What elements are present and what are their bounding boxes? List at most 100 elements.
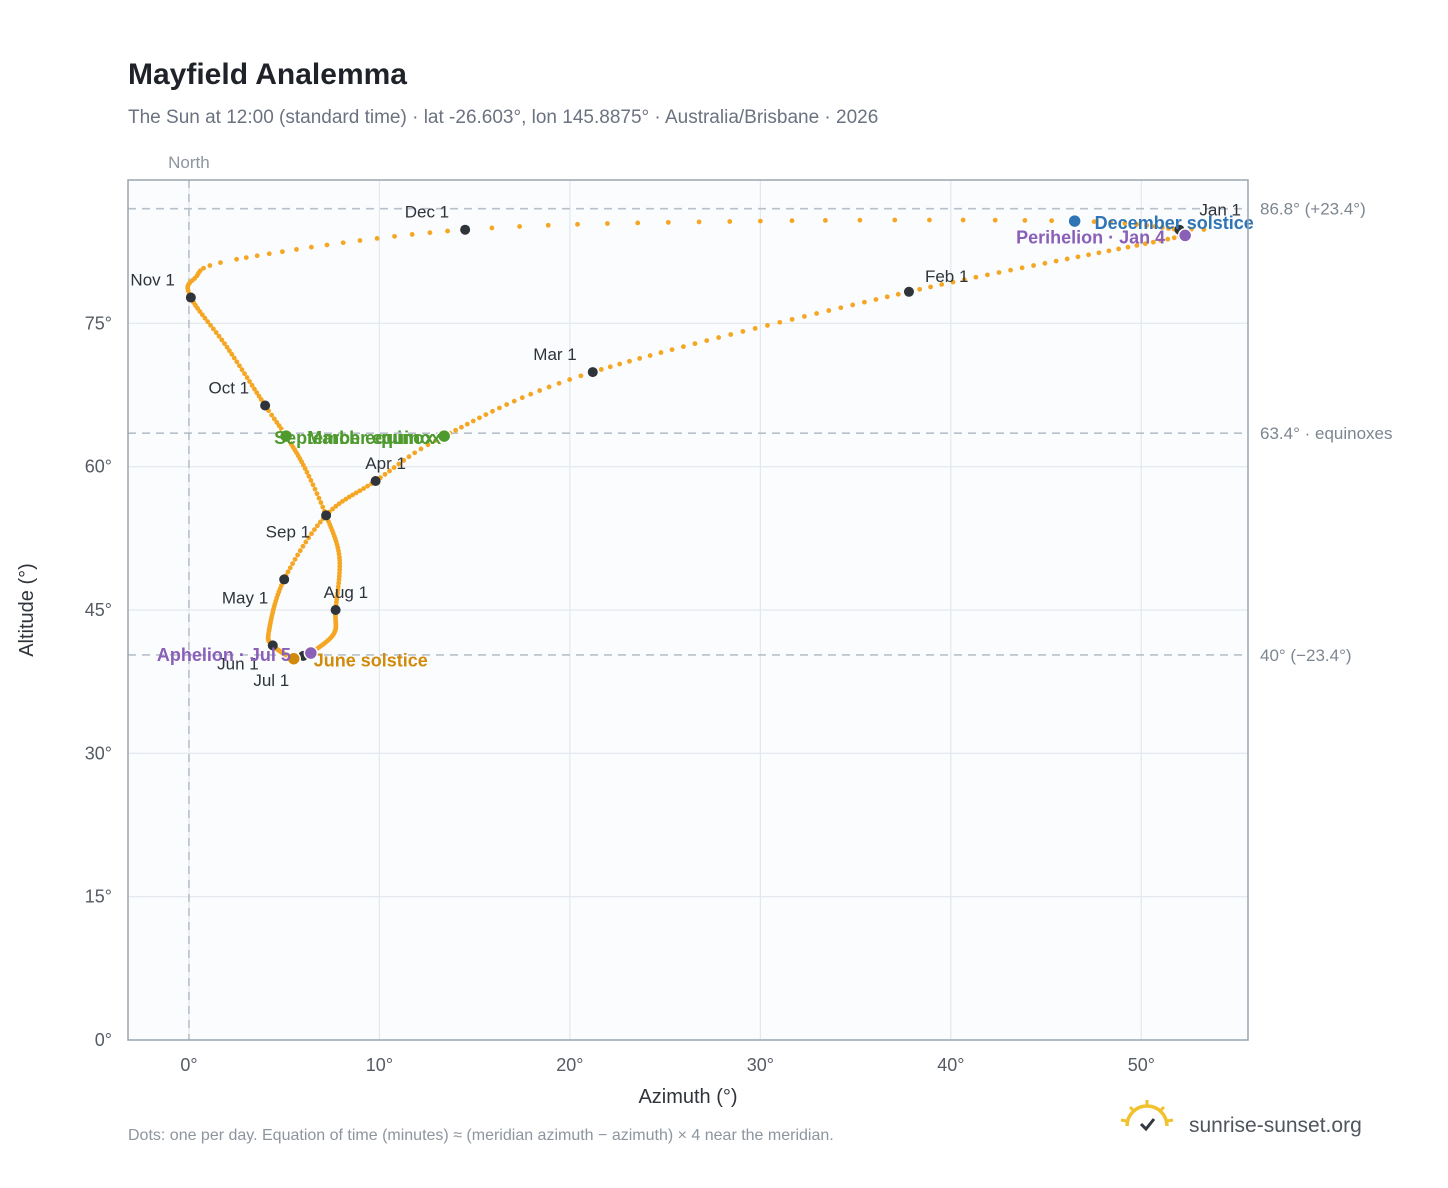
daily-sun-dot (208, 322, 213, 328)
event-label: December solstice (1095, 213, 1254, 233)
daily-sun-dot (850, 302, 856, 308)
daily-sun-dot (802, 314, 807, 319)
daily-sun-dot (290, 561, 296, 566)
brand-name: sunrise-sunset.org (1189, 1114, 1362, 1137)
daily-sun-dot (519, 395, 525, 401)
daily-sun-dot (306, 535, 312, 541)
month-marker-label: Nov 1 (130, 271, 174, 290)
daily-sun-dot (353, 490, 359, 496)
daily-sun-dot (556, 380, 562, 386)
daily-sun-dot (333, 503, 339, 509)
daily-sun-dot (280, 249, 285, 255)
reference-line-label: 86.8° (+23.4°) (1260, 200, 1366, 219)
daily-sun-dot (320, 504, 326, 510)
daily-sun-dot (224, 344, 230, 350)
daily-sun-dot (216, 333, 222, 339)
daily-sun-dot (401, 457, 407, 463)
page-subtitle: The Sun at 12:00 (standard time) · lat -… (128, 107, 878, 128)
reference-line-label: 40° (−23.4°) (1260, 646, 1352, 665)
month-marker-label: Jan 1 (1199, 201, 1241, 220)
y-tick-label: 30° (85, 743, 112, 763)
x-tick-label: 40° (937, 1055, 964, 1075)
daily-sun-dot (927, 217, 932, 223)
daily-sun-dot (202, 315, 208, 321)
daily-sun-dot (324, 242, 330, 248)
daily-sun-dot (757, 218, 763, 224)
daily-sun-dot (489, 225, 495, 231)
daily-sun-dot (511, 398, 517, 404)
daily-sun-dot (318, 500, 324, 505)
daily-sun-dot (961, 277, 967, 283)
daily-sun-dot (340, 498, 345, 504)
daily-sun-dot (382, 471, 388, 477)
daily-sun-dot (295, 552, 301, 558)
daily-sun-dot (213, 330, 219, 335)
daily-sun-dot (627, 358, 632, 364)
month-marker-label: Apr 1 (365, 454, 406, 473)
daily-sun-dot (960, 217, 966, 223)
meridian-label: North (168, 153, 210, 172)
daily-sun-dot (269, 412, 275, 418)
month-marker-label: Mar 1 (533, 345, 576, 364)
month-marker-label: Aug 1 (324, 583, 368, 602)
daily-sun-dot (309, 531, 314, 537)
daily-sun-dot (939, 282, 945, 287)
daily-sun-dot (704, 338, 710, 343)
reference-line-label: 63.4° · equinoxes (1260, 424, 1393, 443)
daily-sun-dot (239, 367, 245, 373)
daily-sun-dot (271, 416, 277, 422)
daily-sun-dot (1096, 250, 1102, 256)
daily-sun-dot (826, 308, 832, 313)
x-axis-ticks: 0° 10° 20° 30° 40° 50° (180, 1055, 1155, 1075)
daily-sun-dot (285, 569, 291, 575)
daily-sun-dot (412, 450, 418, 456)
x-tick-label: 20° (556, 1055, 583, 1075)
daily-sun-dot (243, 255, 249, 260)
daily-sun-dot (219, 337, 225, 343)
daily-sun-dot (1108, 219, 1114, 225)
month-marker (185, 292, 196, 303)
daily-sun-dot (528, 391, 534, 397)
daily-sun-dot (483, 412, 489, 418)
daily-sun-dot (1031, 263, 1036, 268)
event-marker (1067, 213, 1082, 229)
daily-sun-dot (777, 319, 783, 325)
daily-sun-dot (222, 341, 227, 346)
daily-sun-dot (928, 284, 933, 290)
daily-sun-dot (647, 353, 653, 358)
daily-sun-dot (310, 482, 316, 488)
daily-sun-dot (607, 364, 613, 370)
daily-sun-dot (234, 256, 239, 262)
daily-sun-dot (873, 297, 879, 302)
daily-sun-dot (252, 386, 257, 392)
daily-sun-dot (1122, 220, 1128, 226)
x-tick-label: 50° (1128, 1055, 1155, 1075)
daily-sun-dot (1106, 248, 1112, 254)
daily-sun-dot (242, 371, 247, 377)
daily-sun-dot (350, 492, 356, 498)
daily-sun-dot (312, 486, 318, 492)
daily-sun-dot (470, 418, 476, 424)
daily-sun-dot (740, 329, 746, 334)
daily-sun-dot (605, 221, 610, 226)
event-marker (1177, 228, 1193, 243)
daily-sun-dot (578, 373, 584, 379)
daily-sun-dot (1022, 218, 1028, 223)
page-title: Mayfield Analemma (128, 58, 407, 91)
daily-sun-dot (1053, 258, 1059, 264)
daily-sun-dot (396, 461, 402, 467)
daily-sun-dot (950, 279, 956, 285)
daily-sun-dot (464, 421, 470, 427)
daily-sun-dot (418, 446, 424, 452)
daily-sun-dot (814, 311, 820, 316)
daily-sun-dot (294, 247, 299, 252)
daily-sun-dot (218, 260, 223, 265)
month-marker (260, 400, 271, 411)
daily-sun-dot (406, 454, 412, 460)
daily-sun-dot (306, 473, 312, 479)
daily-sun-dot (1086, 252, 1091, 258)
daily-sun-dot (256, 393, 262, 399)
daily-sun-dot (1171, 235, 1177, 241)
month-marker (903, 286, 914, 297)
daily-sun-dot (234, 359, 240, 365)
